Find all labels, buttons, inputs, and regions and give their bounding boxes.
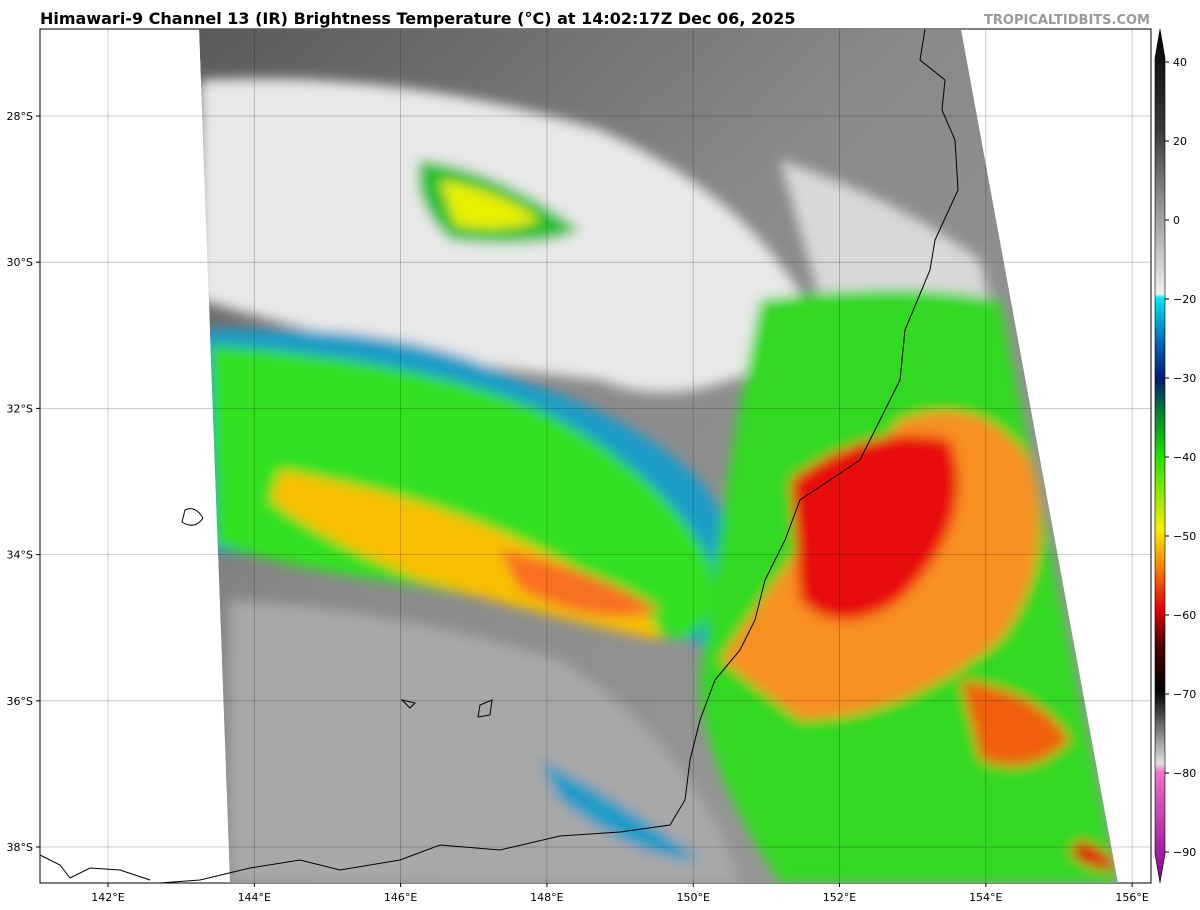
lon-label: 148°E [530,891,563,904]
coastline [39,28,959,884]
lon-label: 154°E [969,891,1002,904]
satellite-imagery [199,29,1118,883]
colorbar-label: −40 [1173,451,1196,464]
cloud-field [200,78,1118,883]
lat-label: 28°S [7,110,33,123]
cold-cloud [1070,840,1115,870]
colorbar-label: 40 [1173,56,1187,69]
cold-cloud [500,550,660,617]
lat-label: 36°S [7,695,33,708]
colorbar-label: −90 [1173,846,1196,859]
lake [477,699,493,718]
cirrus [780,160,990,310]
lat-label: 38°S [7,841,33,854]
colorbar-label: −80 [1173,767,1196,780]
lat-label: 34°S [7,549,33,562]
cold-cloud [960,680,1070,767]
graticule [40,29,1151,883]
credit: TROPICALTIDBITS.COM [984,13,1150,28]
cold-cloud [440,180,540,229]
coast-mainland [159,28,959,884]
lon-label: 142°E [91,891,124,904]
cold-cloud [210,345,712,640]
cold-cloud [790,435,959,620]
colorbar [1154,28,1166,884]
lon-label: 144°E [238,891,271,904]
colorbar-label: 20 [1173,135,1187,148]
colorbar-label: 0 [1173,214,1180,227]
lat-label: 32°S [7,402,33,415]
coast-west [39,854,151,881]
lon-label: 146°E [384,891,417,904]
lake [400,699,416,709]
lon-label: 150°E [676,891,709,904]
colorbar-label: −70 [1173,688,1196,701]
cold-cloud [540,760,700,860]
colorbar-ticks: 40 20 0 −20 −30 −40 −50 −60 −70 −80 −90 [1165,56,1196,859]
lake [181,508,204,526]
colorbar-label: −50 [1173,530,1196,543]
lon-label: 156°E [1115,891,1148,904]
colorbar-label: −60 [1173,609,1196,622]
colorbar-label: −20 [1173,293,1196,306]
lat-label: 30°S [7,256,33,269]
axis-labels: 28°S 30°S 32°S 34°S 36°S 38°S 142°E 144°E 146°E 1… [7,110,1149,904]
title: Himawari-9 Channel 13 (IR) Brightness Te… [40,9,796,28]
lon-label: 152°E [823,891,856,904]
colorbar-label: −30 [1173,372,1196,385]
